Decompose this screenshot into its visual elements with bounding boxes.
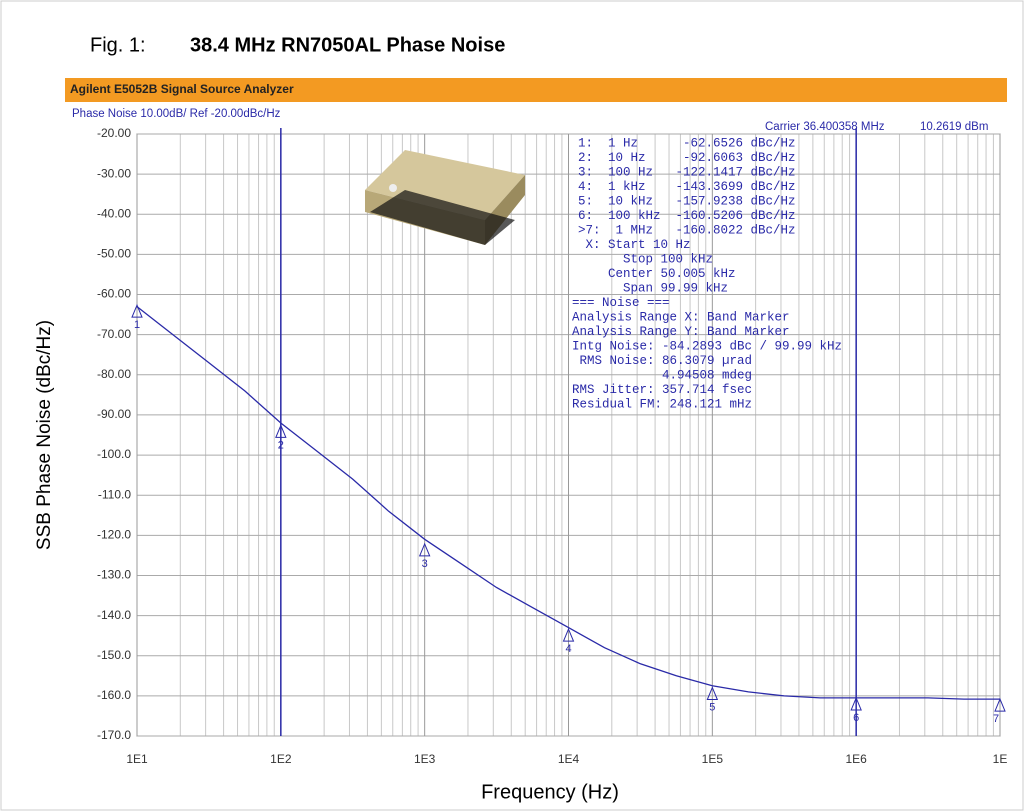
y-tick-label: -90.00 xyxy=(97,407,131,421)
marker-label: 3 xyxy=(422,558,428,570)
marker xyxy=(562,627,575,642)
x-tick-label: 1E2 xyxy=(270,752,292,766)
readout-line: Intg Noise: -84.2893 dBc / 99.99 kHz xyxy=(572,339,842,353)
carrier: Carrier 36.400358 MHz xyxy=(765,121,885,133)
y-tick-label: -150.0 xyxy=(97,648,131,662)
y-tick-label: -130.0 xyxy=(97,568,131,582)
marker-label: 1 xyxy=(134,319,140,331)
y-tick-label: -60.00 xyxy=(97,287,131,301)
marker-label: 7 xyxy=(993,713,999,725)
readout-line: === Noise === xyxy=(572,296,670,310)
plot: -20.00 -30.00 -40.00 -50.00 -60.00 -70.00 -80.… xyxy=(97,126,1007,766)
y-axis-label: SSB Phase Noise (dBc/Hz) xyxy=(34,320,55,550)
y-tick-label: -140.0 xyxy=(97,608,131,622)
x-tick-label: 1E4 xyxy=(558,752,580,766)
marker-label: 2 xyxy=(278,439,284,451)
marker-label: 4 xyxy=(565,643,571,655)
component-photo xyxy=(365,150,525,245)
x-tick-label: 1E5 xyxy=(702,752,724,766)
readout-line: RMS Jitter: 357.714 fsec xyxy=(572,383,752,397)
y-tick-label: -20.00 xyxy=(97,126,131,140)
y-tick-label: -110.0 xyxy=(98,487,131,501)
y-tick-label: -50.00 xyxy=(97,247,131,261)
y-tick-label: -70.00 xyxy=(97,327,131,341)
readout-line: >7: 1 MHz -160.8022 dBc/Hz xyxy=(578,223,796,237)
y-tick-label: -120.0 xyxy=(97,528,131,542)
readout-line: 5: 10 kHz -157.9238 dBc/Hz xyxy=(578,194,796,208)
x-tick-label: 1E xyxy=(993,752,1008,766)
readout-line: Span 99.99 kHz xyxy=(578,281,728,295)
instrument-bar xyxy=(65,78,1007,102)
pin1-dot xyxy=(389,184,397,192)
marker xyxy=(994,697,1006,712)
marker xyxy=(131,303,143,318)
chart-title: 38.4 MHz RN7050AL Phase Noise xyxy=(190,34,505,56)
marker xyxy=(706,686,719,701)
x-tick-label: 1E6 xyxy=(845,752,867,766)
readout-line: 6: 100 kHz -160.5206 dBc/Hz xyxy=(578,209,796,223)
part-top xyxy=(365,150,525,220)
scale-info: Phase Noise 10.00dB/ Ref -20.00dBc/Hz xyxy=(72,108,281,120)
marker xyxy=(850,696,862,711)
x-tick-label: 1E3 xyxy=(414,752,436,766)
readout-line: 2: 10 Hz -92.6063 dBc/Hz xyxy=(578,151,796,165)
readout-line: RMS Noise: 86.3079 µrad xyxy=(572,354,752,368)
readout-line: Residual FM: 248.121 mHz xyxy=(572,397,752,411)
x-axis-label: Frequency (Hz) xyxy=(481,781,619,803)
readout-line: X: Start 10 Hz xyxy=(578,238,691,252)
readout-line: Analysis Range X: Band Marker xyxy=(572,310,790,324)
readout-line: 3: 100 Hz -122.1417 dBc/Hz xyxy=(578,165,796,179)
y-tick-label: -80.00 xyxy=(97,367,131,381)
instrument-name: Agilent E5052B Signal Source Analyzer xyxy=(70,82,294,96)
marker xyxy=(275,424,287,438)
readout-line: 4.94508 mdeg xyxy=(572,368,752,382)
readout-line: 1: 1 Hz -62.6526 dBc/Hz xyxy=(578,136,796,150)
readout-line: Stop 100 kHz xyxy=(578,252,713,266)
marker-label: 6 xyxy=(853,712,859,724)
power: 10.2619 dBm xyxy=(920,121,988,133)
readout-line: 4: 1 kHz -143.3699 dBc/Hz xyxy=(578,180,796,194)
part-base xyxy=(370,190,515,245)
fig-label: Fig. 1: xyxy=(90,34,146,56)
marker xyxy=(418,542,431,557)
marker-label: 5 xyxy=(709,701,715,713)
y-tick-label: -100.0 xyxy=(97,447,131,461)
y-tick-label: -160.0 xyxy=(97,688,131,702)
readout-line: Center 50.005 kHz xyxy=(578,267,736,281)
readout-line: Analysis Range Y: Band Marker xyxy=(572,325,790,339)
y-tick-label: -40.00 xyxy=(97,206,131,220)
y-tick-label: -170.0 xyxy=(97,728,131,742)
x-tick-label: 1E1 xyxy=(126,752,148,766)
y-tick-label: -30.00 xyxy=(97,166,131,180)
